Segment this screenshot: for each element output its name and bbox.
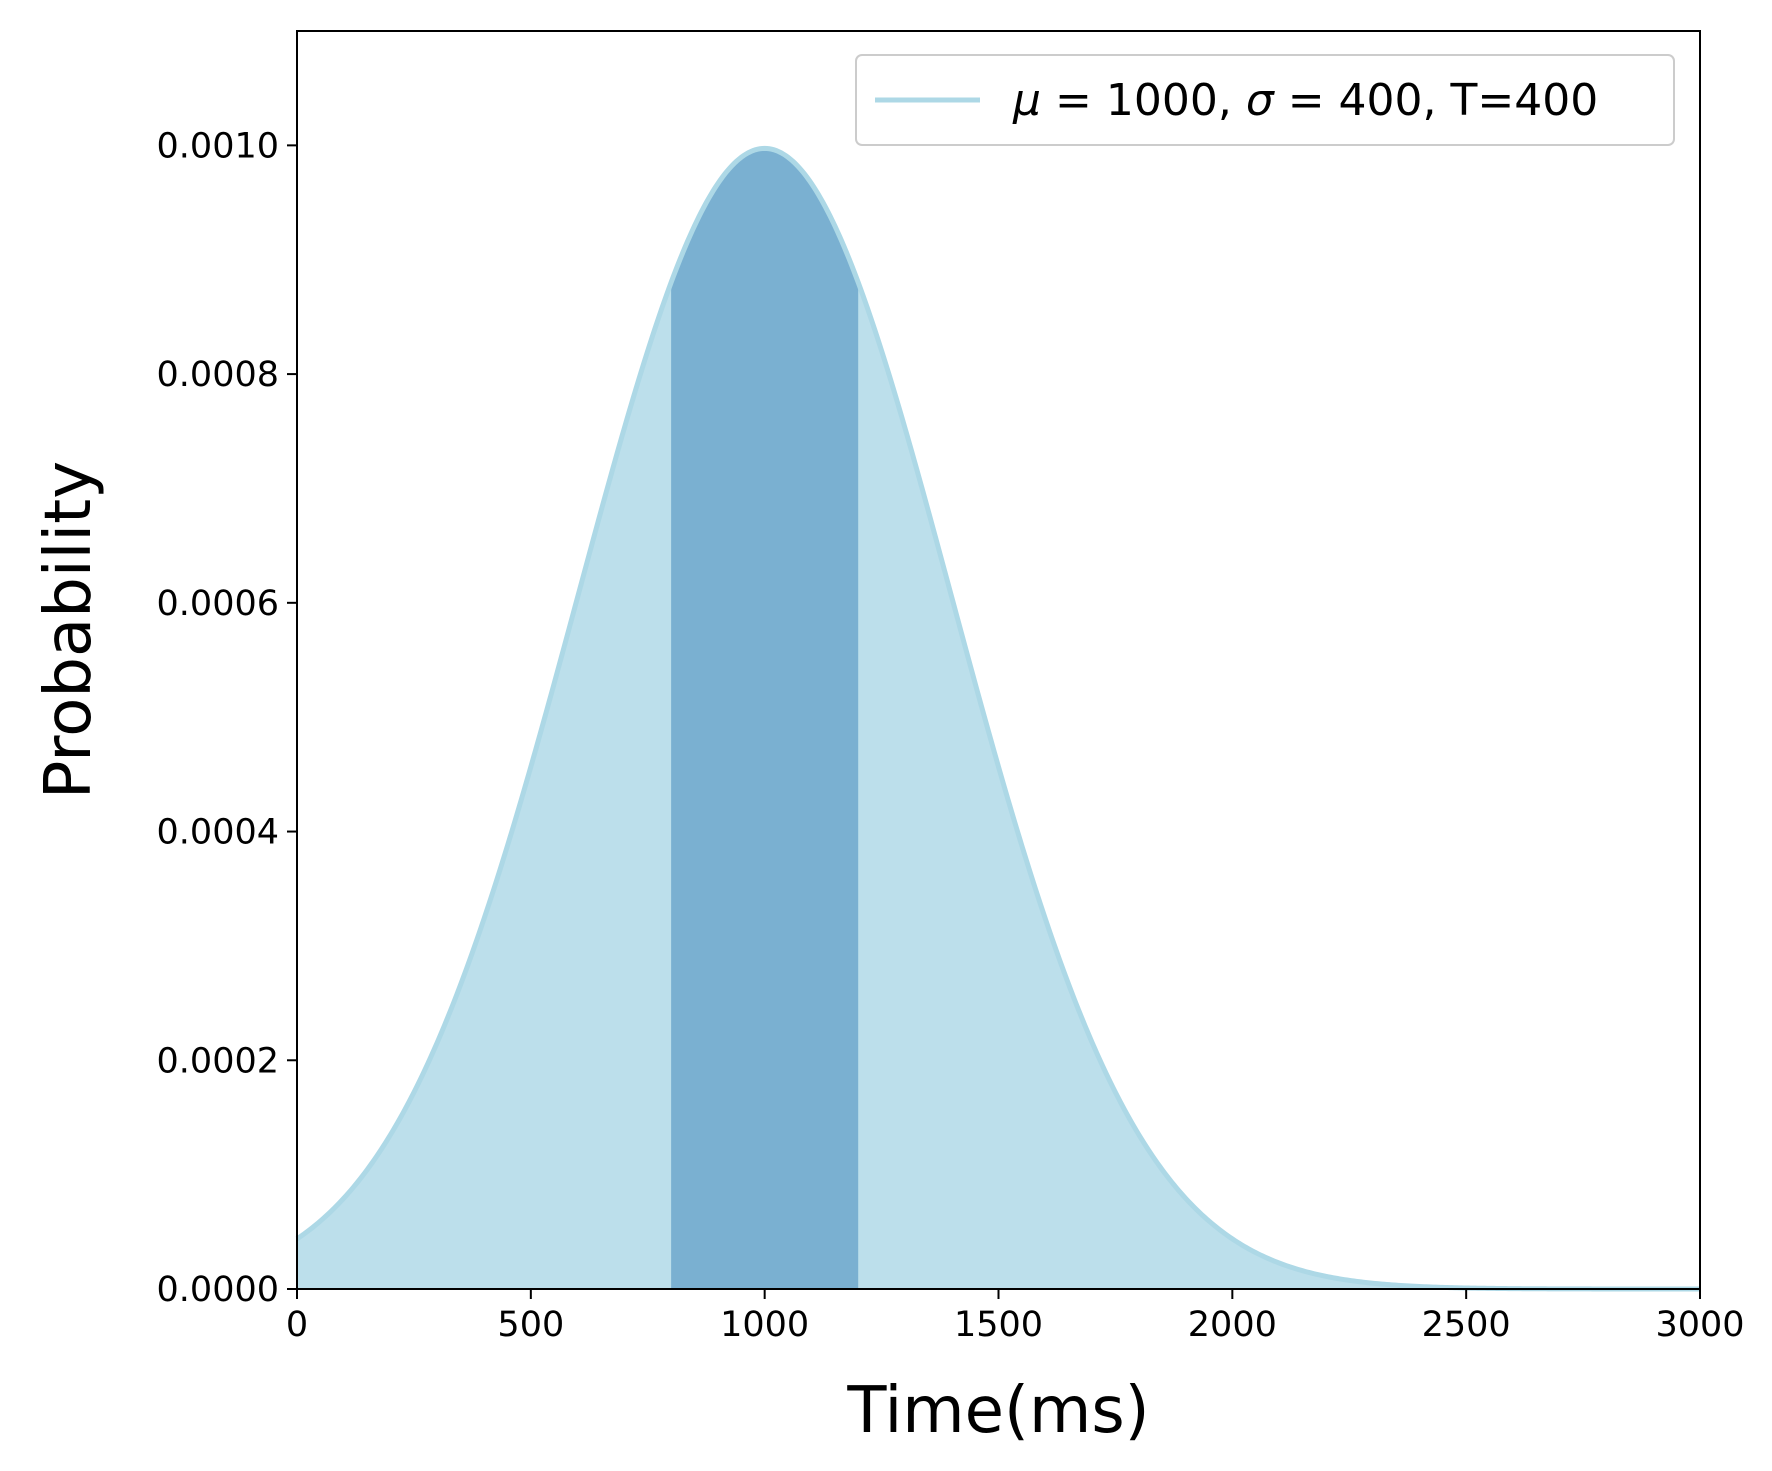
- distribution-line: [295, 145, 1700, 1292]
- x-tick-label: 0: [286, 1305, 308, 1345]
- y-tick-label: 0.0008: [157, 355, 279, 395]
- distribution-area: [297, 148, 1700, 1289]
- legend-sigma-symbol: σ: [1246, 75, 1275, 126]
- x-tick-label: 1500: [954, 1305, 1043, 1345]
- x-tick-label: 3000: [1655, 1305, 1744, 1345]
- legend-sigma-value: 400: [1339, 75, 1423, 126]
- y-axis-title: Probability: [32, 461, 106, 799]
- y-tick-label: 0.0002: [157, 1041, 279, 1081]
- legend-box: [855, 54, 1675, 146]
- x-tick-label: 1000: [720, 1305, 809, 1345]
- plot-fill-layer: [297, 148, 1700, 1289]
- x-tick-label: 2000: [1188, 1305, 1277, 1345]
- x-axis-title: Time(ms): [846, 1374, 1149, 1448]
- y-tick-label: 0.0010: [157, 126, 279, 166]
- y-tick-label: 0.0004: [157, 813, 279, 853]
- y-axis: 0.0000 0.0002 0.0004 0.0006 0.0008 0.0010: [157, 126, 297, 1310]
- x-tick-label: 500: [497, 1305, 564, 1345]
- legend-mu-symbol: μ: [1012, 75, 1041, 126]
- y-tick-label: 0.0000: [157, 1270, 279, 1310]
- highlight-interval-area: [671, 148, 859, 1289]
- legend-suffix: , T=400: [1423, 75, 1599, 126]
- x-tick-label: 2500: [1422, 1305, 1511, 1345]
- plot-line-layer: [295, 145, 1700, 1292]
- legend-mu-value: 1000: [1106, 75, 1218, 126]
- legend-label: μ = 1000, σ = 400, T=400: [1012, 75, 1598, 126]
- y-tick-label: 0.0006: [157, 584, 279, 624]
- x-axis: 0 500 1000 1500 2000 2500 3000: [286, 1289, 1745, 1345]
- legend: μ = 1000, σ = 400, T=400: [855, 54, 1675, 146]
